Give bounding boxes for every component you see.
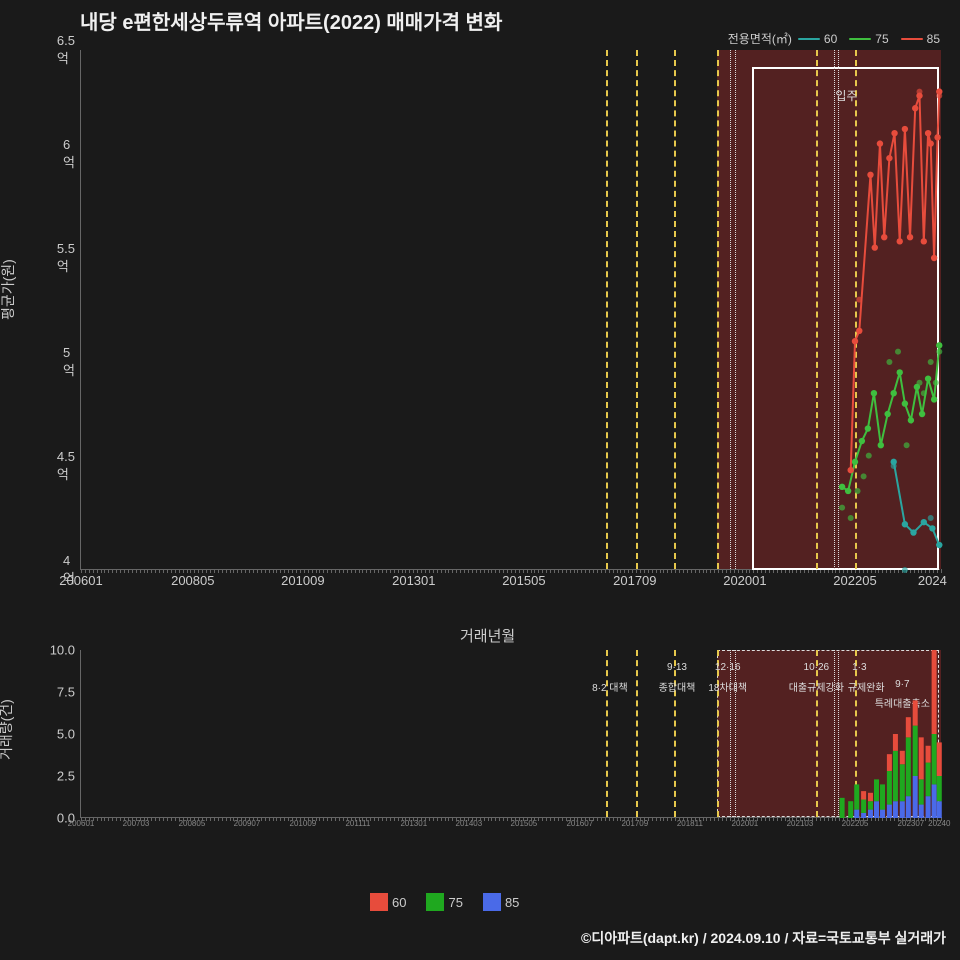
y-tick: 6.5억 <box>57 33 81 67</box>
legend-item: 75 <box>849 32 888 46</box>
legend-label: 전용면적(㎡) <box>728 30 792 47</box>
top-chart: 4억4.5억5억5.5억6억6.5억2006012008052010092013… <box>40 50 940 600</box>
legend-item: 60 <box>370 893 406 911</box>
x-tick: 200805 <box>171 569 214 588</box>
legend-bottom: 60 75 85 <box>370 893 519 911</box>
y-tick: 2.5 <box>57 769 81 784</box>
y-tick: 4.5억 <box>57 449 81 483</box>
legend-item: 85 <box>483 893 519 911</box>
y-axis-label-bottom: 거래량(건) <box>0 699 16 760</box>
x-axis-label-top: 거래년월 <box>460 625 515 646</box>
legend-top: 전용면적(㎡) 60 75 85 <box>728 30 940 47</box>
y-tick: 7.5 <box>57 685 81 700</box>
bottom-chart: 0.02.55.07.510.0200601200703200805200907… <box>40 650 940 840</box>
y-tick: 5.0 <box>57 727 81 742</box>
y-tick: 10.0 <box>50 643 81 658</box>
x-tick: 20240 <box>928 817 950 828</box>
y-tick: 5.5억 <box>57 241 81 275</box>
chart-title: 내당 e편한세상두류역 아파트(2022) 매매가격 변화 <box>80 6 502 35</box>
credit-text: ©디아파트(dapt.kr) / 2024.09.10 / 자료=국토교통부 실… <box>581 928 946 948</box>
y-tick: 6억 <box>63 137 81 171</box>
legend-item: 75 <box>426 893 462 911</box>
legend-item: 85 <box>901 32 940 46</box>
chart-container: 내당 e편한세상두류역 아파트(2022) 매매가격 변화 전용면적(㎡) 60… <box>0 0 960 960</box>
y-tick: 5억 <box>63 345 81 379</box>
y-axis-label-top: 평균가(원) <box>0 259 18 320</box>
legend-item: 60 <box>798 32 837 46</box>
